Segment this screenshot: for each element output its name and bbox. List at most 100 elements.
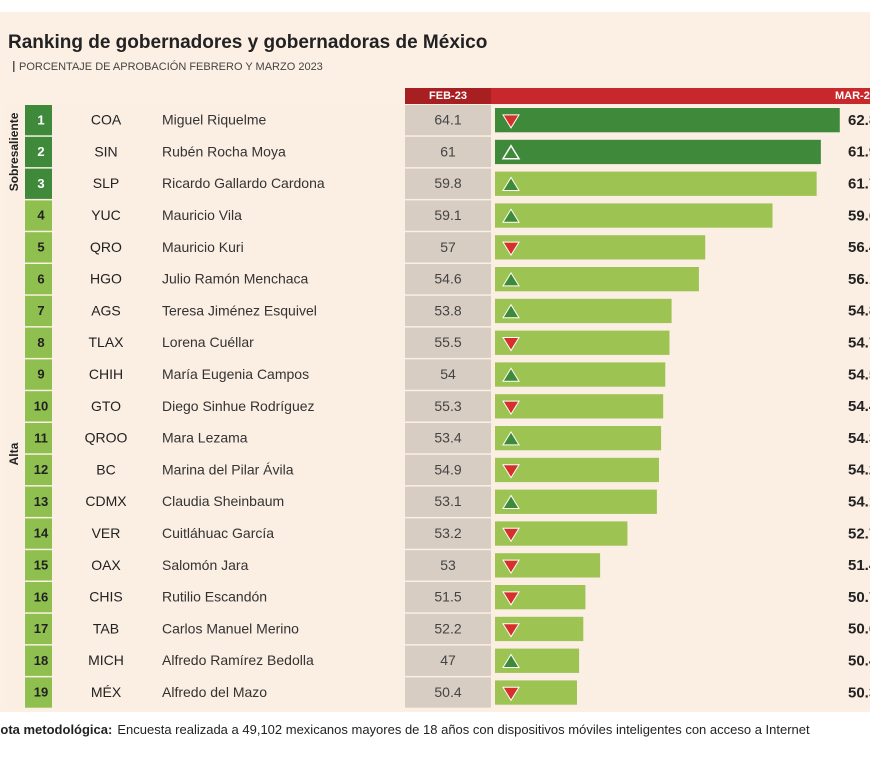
feb-value: 53.4: [434, 430, 461, 446]
mar-value: 56.4: [848, 239, 870, 256]
rank: 16: [34, 589, 48, 604]
rank-cell: [25, 645, 52, 676]
header-bar: [405, 88, 870, 104]
bar: [495, 521, 628, 546]
state: CHIH: [89, 366, 123, 382]
mar-value: 54.8: [848, 303, 870, 320]
trend-up: [501, 144, 521, 160]
governor: Rutilio Escandón: [162, 589, 267, 605]
rank: 6: [37, 271, 44, 286]
state: VER: [92, 525, 121, 541]
rank-cell: [25, 423, 52, 454]
mar-value: 54.2: [848, 462, 870, 479]
trend-up: [502, 367, 520, 382]
trend-down: [502, 400, 520, 416]
feb-value: 54: [440, 366, 456, 382]
state: YUC: [91, 207, 121, 223]
trend-down: [502, 527, 520, 543]
rank: 14: [34, 526, 49, 541]
trend-up: [502, 653, 520, 668]
state: OAX: [91, 557, 121, 573]
state: SIN: [94, 143, 117, 159]
governor: Rubén Rocha Moya: [162, 143, 286, 159]
trend-down: [502, 559, 520, 575]
trend-down: [502, 114, 520, 129]
feb-cell: [405, 200, 491, 231]
feb-cell: [405, 550, 491, 581]
rank: 7: [37, 303, 44, 318]
trend-down: [502, 591, 520, 606]
rank-cell: [25, 677, 52, 708]
governor: Ricardo Gallardo Cardona: [162, 175, 325, 191]
feb-value: 55.3: [434, 398, 461, 414]
rank: 2: [37, 144, 44, 159]
bar: [495, 298, 672, 324]
rank: 12: [34, 462, 48, 477]
rank-cell: [25, 391, 52, 422]
governor: Diego Sinhue Rodríguez: [162, 398, 315, 414]
bar: [495, 171, 817, 196]
feb-cell: [405, 582, 491, 613]
trend-up: [502, 176, 520, 191]
feb-value: 59.8: [434, 175, 461, 191]
feb-value: 64.1: [434, 112, 461, 128]
feb-cell: [405, 486, 491, 517]
feb-cell: [405, 264, 491, 295]
mar-value: 50.4: [848, 652, 870, 669]
feb-value: 54.9: [434, 461, 461, 477]
governor: Cuitláhuac García: [162, 525, 274, 541]
rank-cell: [25, 582, 52, 613]
feb-cell: [405, 327, 491, 358]
feb-value: 50.4: [434, 684, 461, 700]
rank: 1: [37, 112, 44, 127]
rank: 5: [37, 240, 44, 255]
mar-value: 61.7: [848, 175, 870, 192]
feb-cell: [405, 136, 491, 168]
feb-cell: [405, 232, 491, 263]
governor: Julio Ramón Menchaca: [162, 271, 309, 287]
feb-value: 54.6: [434, 271, 461, 287]
trend-down: [502, 686, 520, 702]
bar: [495, 330, 670, 355]
bar: [495, 203, 773, 228]
rank: 17: [34, 621, 48, 636]
feb-value: 53: [440, 557, 456, 573]
state: HGO: [90, 271, 122, 287]
rank-cell: [25, 550, 52, 581]
governor: Claudia Sheinbaum: [162, 493, 284, 509]
bar: [495, 489, 657, 514]
mar-value: 50.7: [848, 589, 870, 606]
note-text: Encuesta realizada a 49,102 mexicanos ma…: [117, 722, 810, 737]
rank-cell: [25, 359, 52, 390]
title: Ranking de gobernadores y gobernadoras d…: [8, 32, 487, 53]
trend-down: [502, 464, 520, 479]
mar-value: 54.7: [848, 334, 870, 351]
feb-cell: [405, 677, 491, 708]
rank: 18: [34, 653, 48, 668]
rank-cell: [25, 232, 52, 263]
feb-cell: [405, 359, 491, 390]
feb-value: 59.1: [434, 207, 461, 223]
state: QRO: [90, 239, 122, 255]
column-header: FEB-23: [429, 90, 467, 102]
governor: Mauricio Vila: [162, 207, 242, 223]
note-label: Nota metodológica:: [0, 722, 112, 737]
rank: 13: [34, 494, 48, 509]
feb-cell: [405, 168, 491, 199]
column-header: MAR-23: [835, 90, 870, 102]
feb-value: 61: [440, 143, 456, 159]
note: Nota metodológica: Encuesta realizada a 4…: [0, 722, 810, 737]
rank-cell: [25, 200, 52, 231]
state: AGS: [91, 302, 121, 318]
governor: María Eugenia Campos: [162, 366, 309, 382]
mar-value: 61.9: [848, 144, 870, 161]
state: QROO: [85, 430, 128, 446]
bar: [495, 394, 664, 419]
feb-cell: [405, 295, 491, 327]
state: CHIS: [89, 589, 122, 605]
feb-value: 53.8: [434, 302, 461, 318]
state: MICH: [88, 652, 124, 668]
rank-cell: [25, 168, 52, 199]
governor: Mara Lezama: [162, 430, 248, 446]
